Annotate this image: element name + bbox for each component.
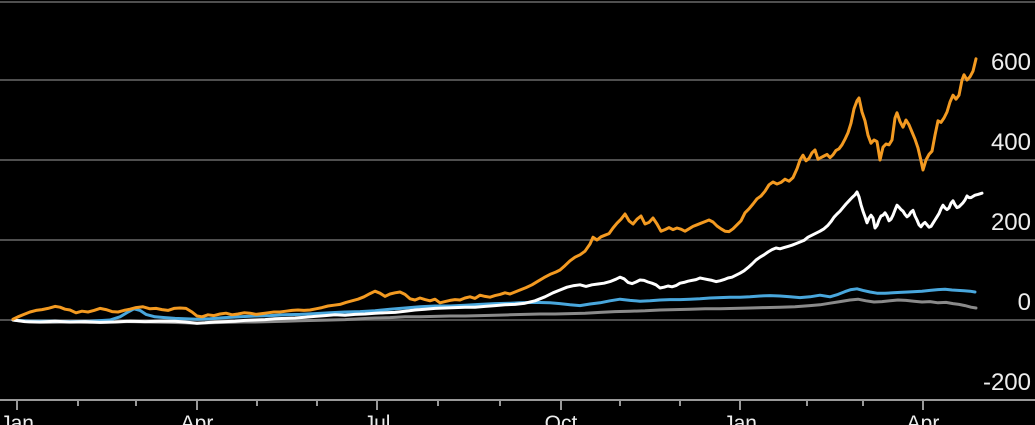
x-axis-label-jul: Jul	[364, 412, 391, 425]
y-axis-label-0: 0	[1018, 289, 1031, 316]
y-axis-label--200: -200	[983, 369, 1031, 396]
y-axis-label-400: 400	[991, 129, 1031, 156]
x-axis-label-jan: Jan	[723, 412, 757, 425]
y-axis-label-200: 200	[991, 209, 1031, 236]
x-axis-label-oct: Oct	[545, 412, 578, 425]
blue-line	[11, 287, 977, 324]
x-axis-label-apr: Apr	[181, 412, 214, 425]
white-line	[11, 190, 984, 325]
x-axis-label-apr: Apr	[907, 412, 940, 425]
y-axis-label-600: 600	[991, 49, 1031, 76]
orange-line	[11, 57, 978, 321]
x-axis-label-jan: Jan	[0, 412, 34, 425]
